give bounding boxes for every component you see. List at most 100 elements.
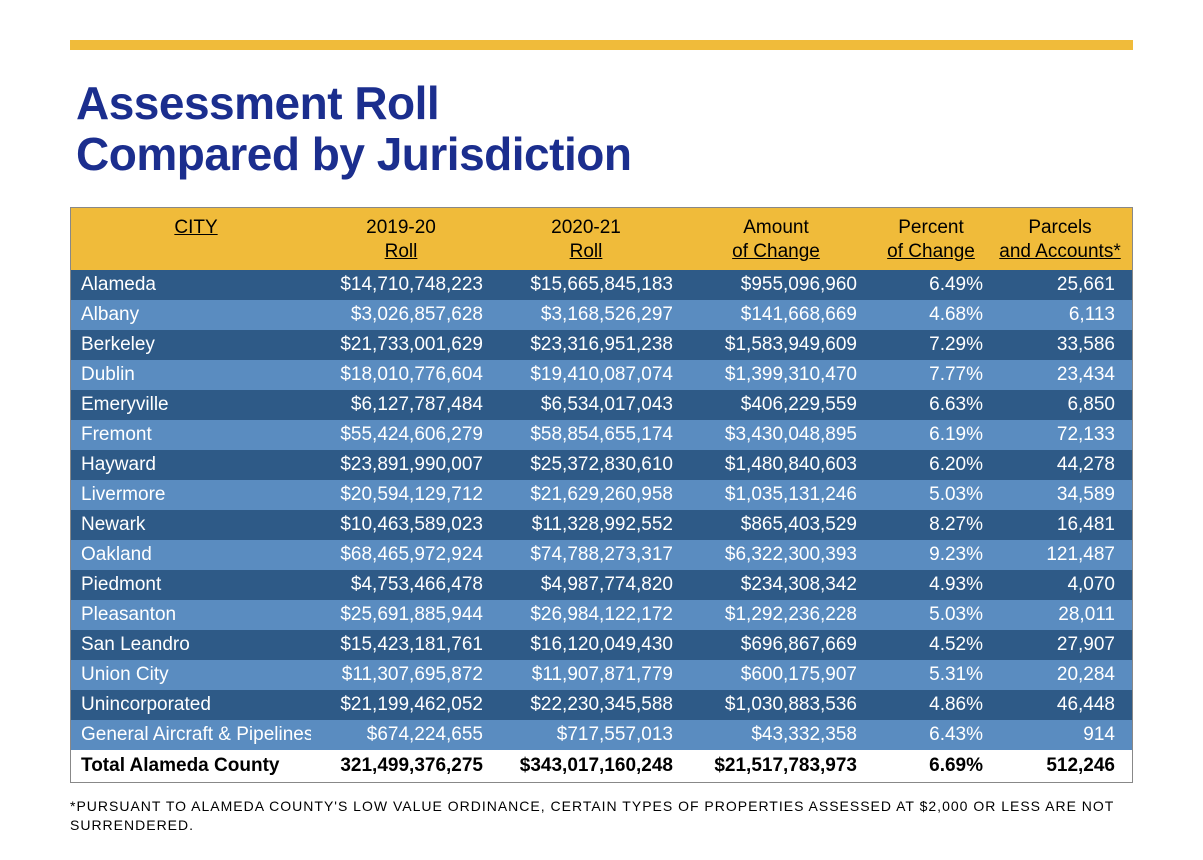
cell-roll-2020: $15,665,845,183 xyxy=(491,274,681,296)
cell-parcels: 4,070 xyxy=(991,574,1129,596)
th-roll-2020: 2020-21Roll xyxy=(491,216,681,264)
cell-percent-change: 6.20% xyxy=(871,454,991,476)
cell-roll-2019: $25,691,885,944 xyxy=(311,604,491,626)
cell-amount-change: $141,668,669 xyxy=(681,304,871,326)
cell-parcels: 72,133 xyxy=(991,424,1129,446)
cell-city: Unincorporated xyxy=(71,694,311,716)
cell-roll-2019: $18,010,776,604 xyxy=(311,364,491,386)
table-row: Unincorporated$21,199,462,052$22,230,345… xyxy=(71,690,1132,720)
cell-city: Dublin xyxy=(71,364,311,386)
cell-city: Oakland xyxy=(71,544,311,566)
cell-parcels: 23,434 xyxy=(991,364,1129,386)
cell-roll-2019: $55,424,606,279 xyxy=(311,424,491,446)
cell-amount-change: $1,583,949,609 xyxy=(681,334,871,356)
cell-amount-change: $406,229,559 xyxy=(681,394,871,416)
cell-amount-change: $3,430,048,895 xyxy=(681,424,871,446)
cell-roll-2020: $717,557,013 xyxy=(491,724,681,746)
cell-roll-2019: $6,127,787,484 xyxy=(311,394,491,416)
cell-roll-2019: $3,026,857,628 xyxy=(311,304,491,326)
cell-parcels: 16,481 xyxy=(991,514,1129,536)
cell-city: Piedmont xyxy=(71,574,311,596)
cell-amount-change: $1,480,840,603 xyxy=(681,454,871,476)
cell-roll-2019: $21,199,462,052 xyxy=(311,694,491,716)
cell-percent-change: 4.86% xyxy=(871,694,991,716)
cell-percent-change: 7.77% xyxy=(871,364,991,386)
cell-roll-2020: $16,120,049,430 xyxy=(491,634,681,656)
cell-amount-change: $1,035,131,246 xyxy=(681,484,871,506)
cell-parcels: 25,661 xyxy=(991,274,1129,296)
cell-roll-2019: $20,594,129,712 xyxy=(311,484,491,506)
page-title: Assessment Roll Compared by Jurisdiction xyxy=(76,78,1133,179)
cell-city: Livermore xyxy=(71,484,311,506)
cell-amount-change: $21,517,783,973 xyxy=(681,755,871,777)
cell-parcels: 46,448 xyxy=(991,694,1129,716)
cell-city: Alameda xyxy=(71,274,311,296)
cell-amount-change: $6,322,300,393 xyxy=(681,544,871,566)
cell-city: Newark xyxy=(71,514,311,536)
cell-parcels: 512,246 xyxy=(991,755,1129,777)
cell-roll-2020: $4,987,774,820 xyxy=(491,574,681,596)
title-line-1: Assessment Roll xyxy=(76,77,439,129)
table-header-row: CITY 2019-20Roll 2020-21Roll Amountof Ch… xyxy=(71,208,1132,270)
cell-parcels: 6,850 xyxy=(991,394,1129,416)
cell-roll-2020: $25,372,830,610 xyxy=(491,454,681,476)
table-row: Newark$10,463,589,023$11,328,992,552$865… xyxy=(71,510,1132,540)
cell-roll-2020: $3,168,526,297 xyxy=(491,304,681,326)
th-amount-change: Amountof Change xyxy=(681,216,871,264)
cell-city: Berkeley xyxy=(71,334,311,356)
cell-roll-2019: $4,753,466,478 xyxy=(311,574,491,596)
table-row: Dublin$18,010,776,604$19,410,087,074$1,3… xyxy=(71,360,1132,390)
table-row: Fremont$55,424,606,279$58,854,655,174$3,… xyxy=(71,420,1132,450)
th-roll-2019: 2019-20Roll xyxy=(311,216,491,264)
cell-city: Total Alameda County xyxy=(71,755,311,777)
cell-percent-change: 6.43% xyxy=(871,724,991,746)
cell-city: Albany xyxy=(71,304,311,326)
cell-roll-2020: $23,316,951,238 xyxy=(491,334,681,356)
cell-city: San Leandro xyxy=(71,634,311,656)
cell-percent-change: 4.68% xyxy=(871,304,991,326)
cell-roll-2020: $11,328,992,552 xyxy=(491,514,681,536)
footnote: *PURSUANT TO ALAMEDA COUNTY'S LOW VALUE … xyxy=(70,797,1133,836)
cell-amount-change: $600,175,907 xyxy=(681,664,871,686)
table-row: Alameda$14,710,748,223$15,665,845,183$95… xyxy=(71,270,1132,300)
cell-roll-2020: $22,230,345,588 xyxy=(491,694,681,716)
table-row: Oakland$68,465,972,924$74,788,273,317$6,… xyxy=(71,540,1132,570)
jurisdiction-table: CITY 2019-20Roll 2020-21Roll Amountof Ch… xyxy=(70,207,1133,783)
table-row: Pleasanton$25,691,885,944$26,984,122,172… xyxy=(71,600,1132,630)
cell-amount-change: $234,308,342 xyxy=(681,574,871,596)
table-row: Hayward$23,891,990,007$25,372,830,610$1,… xyxy=(71,450,1132,480)
cell-amount-change: $1,292,236,228 xyxy=(681,604,871,626)
cell-roll-2020: $343,017,160,248 xyxy=(491,755,681,777)
cell-roll-2020: $26,984,122,172 xyxy=(491,604,681,626)
cell-roll-2019: $15,423,181,761 xyxy=(311,634,491,656)
cell-roll-2020: $21,629,260,958 xyxy=(491,484,681,506)
cell-roll-2020: $19,410,087,074 xyxy=(491,364,681,386)
cell-amount-change: $865,403,529 xyxy=(681,514,871,536)
table-row: General Aircraft & Pipelines$674,224,655… xyxy=(71,720,1132,750)
title-line-2: Compared by Jurisdiction xyxy=(76,128,631,180)
cell-amount-change: $43,332,358 xyxy=(681,724,871,746)
cell-parcels: 27,907 xyxy=(991,634,1129,656)
cell-parcels: 121,487 xyxy=(991,544,1129,566)
cell-roll-2020: $74,788,273,317 xyxy=(491,544,681,566)
table-row: Livermore$20,594,129,712$21,629,260,958$… xyxy=(71,480,1132,510)
cell-roll-2019: $10,463,589,023 xyxy=(311,514,491,536)
cell-percent-change: 7.29% xyxy=(871,334,991,356)
cell-parcels: 6,113 xyxy=(991,304,1129,326)
cell-percent-change: 6.19% xyxy=(871,424,991,446)
cell-parcels: 44,278 xyxy=(991,454,1129,476)
cell-city: Union City xyxy=(71,664,311,686)
table-row: Union City$11,307,695,872$11,907,871,779… xyxy=(71,660,1132,690)
cell-parcels: 34,589 xyxy=(991,484,1129,506)
cell-amount-change: $1,030,883,536 xyxy=(681,694,871,716)
cell-percent-change: 4.93% xyxy=(871,574,991,596)
cell-percent-change: 6.69% xyxy=(871,755,991,777)
cell-roll-2019: $674,224,655 xyxy=(311,724,491,746)
cell-percent-change: 8.27% xyxy=(871,514,991,536)
cell-city: Emeryville xyxy=(71,394,311,416)
table-row: Berkeley$21,733,001,629$23,316,951,238$1… xyxy=(71,330,1132,360)
th-city: CITY xyxy=(71,216,311,264)
table-row: Albany$3,026,857,628$3,168,526,297$141,6… xyxy=(71,300,1132,330)
cell-roll-2019: $68,465,972,924 xyxy=(311,544,491,566)
cell-percent-change: 6.63% xyxy=(871,394,991,416)
